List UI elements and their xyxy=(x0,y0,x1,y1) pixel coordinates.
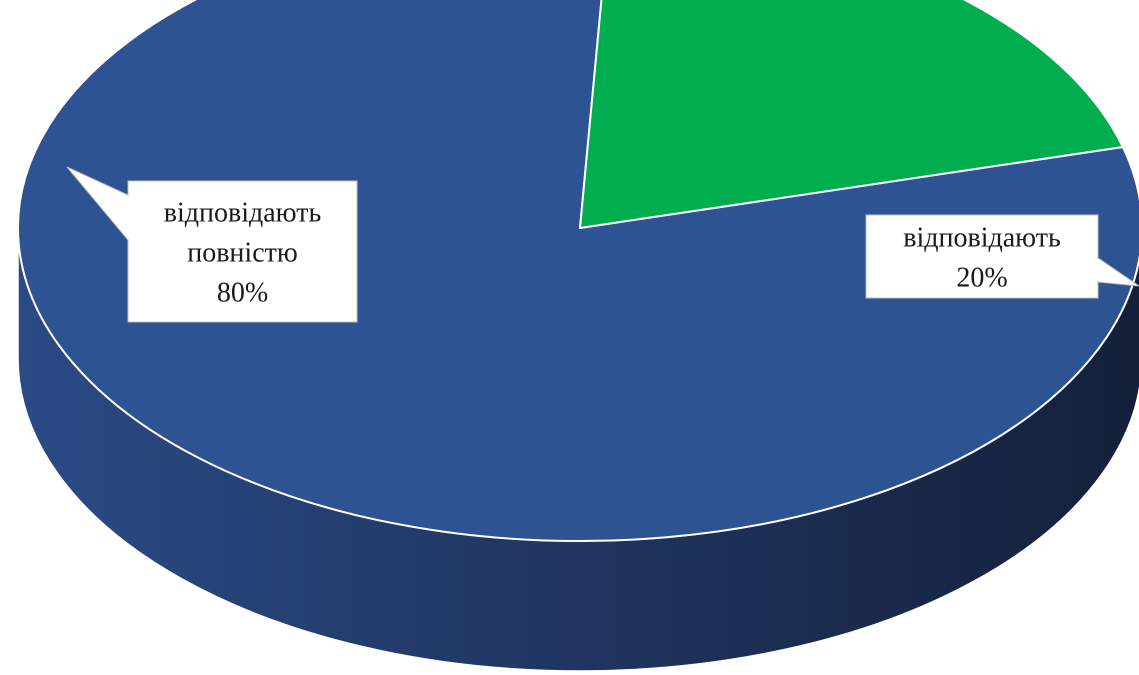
callout-1: відповідають повністю 80% xyxy=(66,166,358,323)
callout-box xyxy=(127,180,358,323)
data-label-text: відповідають xyxy=(903,223,1060,254)
data-label-text: відповідають xyxy=(164,198,321,229)
callout-box xyxy=(865,214,1099,299)
pie-slice-2 xyxy=(579,0,1124,229)
pie-top-slices xyxy=(17,0,1139,542)
callout-2: відповідають 20% xyxy=(865,214,1139,299)
pie-slice-1 xyxy=(17,0,1139,542)
data-label-text: 80% xyxy=(217,278,268,309)
data-label-text: повністю xyxy=(187,238,298,269)
data-label-callouts: відповідають повністю 80% відповідають 20% xyxy=(66,166,1139,323)
data-label-text: 20% xyxy=(956,263,1007,294)
